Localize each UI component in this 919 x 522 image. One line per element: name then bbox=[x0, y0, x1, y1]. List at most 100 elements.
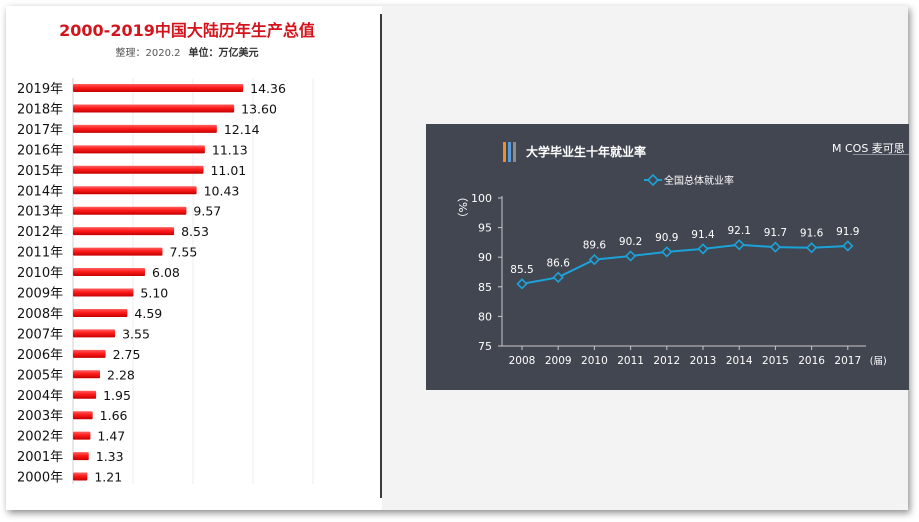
data-label: 91.6 bbox=[800, 228, 824, 240]
stripe-gray bbox=[513, 142, 516, 162]
bar bbox=[73, 329, 116, 338]
bar bbox=[73, 104, 235, 113]
bar-value-label: 2.75 bbox=[113, 347, 141, 362]
bar bbox=[73, 145, 205, 154]
category-label: 2003年 bbox=[17, 409, 63, 424]
category-label: 2005年 bbox=[17, 368, 63, 383]
gdp-chart-title: 2000-2019中国大陆历年生产总值 bbox=[59, 21, 315, 40]
bar bbox=[73, 206, 187, 215]
category-label: 2019年 bbox=[17, 82, 63, 97]
bar-value-label: 5.10 bbox=[140, 286, 168, 301]
gdp-bar-chart: 2019年 14.36 2018年 13.60 2017年 12.14 2016年 11.13… bbox=[17, 78, 314, 486]
category-label: 2006年 bbox=[17, 348, 63, 363]
bar-value-label: 2.28 bbox=[107, 367, 135, 382]
x-tick-label: 2015 bbox=[762, 355, 789, 367]
bar-value-label: 1.21 bbox=[94, 470, 122, 485]
data-label: 91.4 bbox=[691, 229, 715, 241]
category-label: 2017年 bbox=[17, 123, 63, 138]
legend-marker bbox=[646, 173, 660, 187]
bar bbox=[73, 390, 97, 399]
data-point bbox=[733, 239, 745, 251]
bar bbox=[73, 124, 217, 133]
data-label: 92.1 bbox=[728, 225, 751, 237]
data-point bbox=[588, 253, 601, 266]
bar-value-label: 10.43 bbox=[204, 183, 240, 198]
gdp-chart-subtitle: 整理：2020.2 单位：万亿美元 bbox=[0, 44, 374, 59]
data-point bbox=[842, 240, 854, 252]
legend-label: 全国总体就业率 bbox=[664, 174, 734, 187]
category-label: 2018年 bbox=[17, 102, 63, 117]
data-label: 90.9 bbox=[655, 232, 678, 244]
bar-value-label: 1.33 bbox=[96, 449, 124, 464]
category-label: 2014年 bbox=[17, 184, 63, 199]
data-label: 91.9 bbox=[836, 226, 859, 238]
bar bbox=[73, 84, 244, 92]
bar-value-label: 7.55 bbox=[169, 245, 197, 260]
category-label: 2004年 bbox=[17, 389, 63, 404]
bar bbox=[73, 431, 91, 440]
y-tick-label: 75 bbox=[478, 340, 492, 353]
legend: 全国总体就业率 bbox=[644, 173, 734, 187]
bar bbox=[73, 268, 146, 277]
stripe-orange bbox=[503, 142, 506, 162]
x-tick-label: 2008 bbox=[509, 355, 536, 367]
bar-value-label: 3.55 bbox=[122, 326, 150, 341]
bar-value-label: 1.47 bbox=[97, 429, 125, 444]
category-label: 2008年 bbox=[17, 307, 63, 322]
category-label: 2011年 bbox=[17, 246, 63, 261]
mycos-logo: M COS 麦可思 bbox=[832, 142, 905, 155]
bar-value-label: 1.95 bbox=[103, 388, 131, 403]
bar-value-label: 8.53 bbox=[181, 224, 209, 239]
y-tick-label: 100 bbox=[471, 192, 492, 205]
bar bbox=[73, 472, 88, 481]
x-axis-unit: (届) bbox=[870, 356, 887, 367]
bar bbox=[73, 452, 89, 461]
data-point bbox=[552, 271, 564, 283]
stripe-blue bbox=[508, 142, 511, 162]
x-tick-label: 2009 bbox=[545, 355, 572, 367]
x-tick-label: 2014 bbox=[726, 355, 753, 367]
y-tick-label: 80 bbox=[478, 310, 492, 323]
x-tick-label: 2016 bbox=[798, 355, 825, 367]
y-tick-label: 90 bbox=[478, 251, 492, 264]
x-tick-label: 2017 bbox=[834, 355, 861, 367]
logo-underline bbox=[853, 154, 909, 155]
data-label: 86.6 bbox=[547, 257, 571, 269]
category-label: 2016年 bbox=[17, 143, 63, 158]
data-label: 89.6 bbox=[583, 240, 607, 252]
bar bbox=[73, 370, 101, 379]
bar-value-label: 4.59 bbox=[134, 306, 162, 321]
y-tick-label: 85 bbox=[478, 281, 492, 294]
bar bbox=[73, 186, 197, 195]
bar-value-label: 13.60 bbox=[241, 101, 277, 116]
bar bbox=[73, 247, 163, 256]
data-point bbox=[805, 242, 818, 254]
category-label: 2007年 bbox=[17, 327, 63, 342]
y-axis-label: （%） bbox=[456, 191, 469, 223]
category-label: 2002年 bbox=[17, 430, 63, 445]
bar-value-label: 1.66 bbox=[100, 408, 128, 423]
category-label: 2015年 bbox=[17, 164, 63, 179]
subtitle-date: 整理：2020.2 bbox=[115, 48, 181, 59]
data-point bbox=[697, 243, 709, 255]
x-tick-label: 2011 bbox=[617, 355, 644, 367]
data-point bbox=[769, 241, 782, 253]
category-label: 2000年 bbox=[17, 471, 63, 486]
subtitle-unit: 单位：万亿美元 bbox=[188, 48, 259, 59]
panel-divider bbox=[380, 14, 382, 498]
bar-value-label: 9.57 bbox=[193, 204, 221, 219]
category-label: 2009年 bbox=[17, 287, 63, 302]
bar bbox=[73, 165, 204, 174]
bar-value-label: 11.01 bbox=[210, 163, 246, 178]
bar-value-label: 6.08 bbox=[152, 265, 180, 280]
x-tick-label: 2010 bbox=[581, 355, 608, 367]
data-point bbox=[516, 278, 528, 290]
bar-value-label: 11.13 bbox=[212, 142, 248, 157]
bar bbox=[73, 227, 175, 236]
x-tick-label: 2013 bbox=[690, 355, 717, 367]
data-label: 91.7 bbox=[764, 227, 787, 239]
data-label: 90.2 bbox=[619, 236, 642, 248]
series-line bbox=[521, 243, 848, 285]
x-tick-label: 2012 bbox=[653, 355, 680, 367]
category-label: 2013年 bbox=[17, 205, 63, 220]
